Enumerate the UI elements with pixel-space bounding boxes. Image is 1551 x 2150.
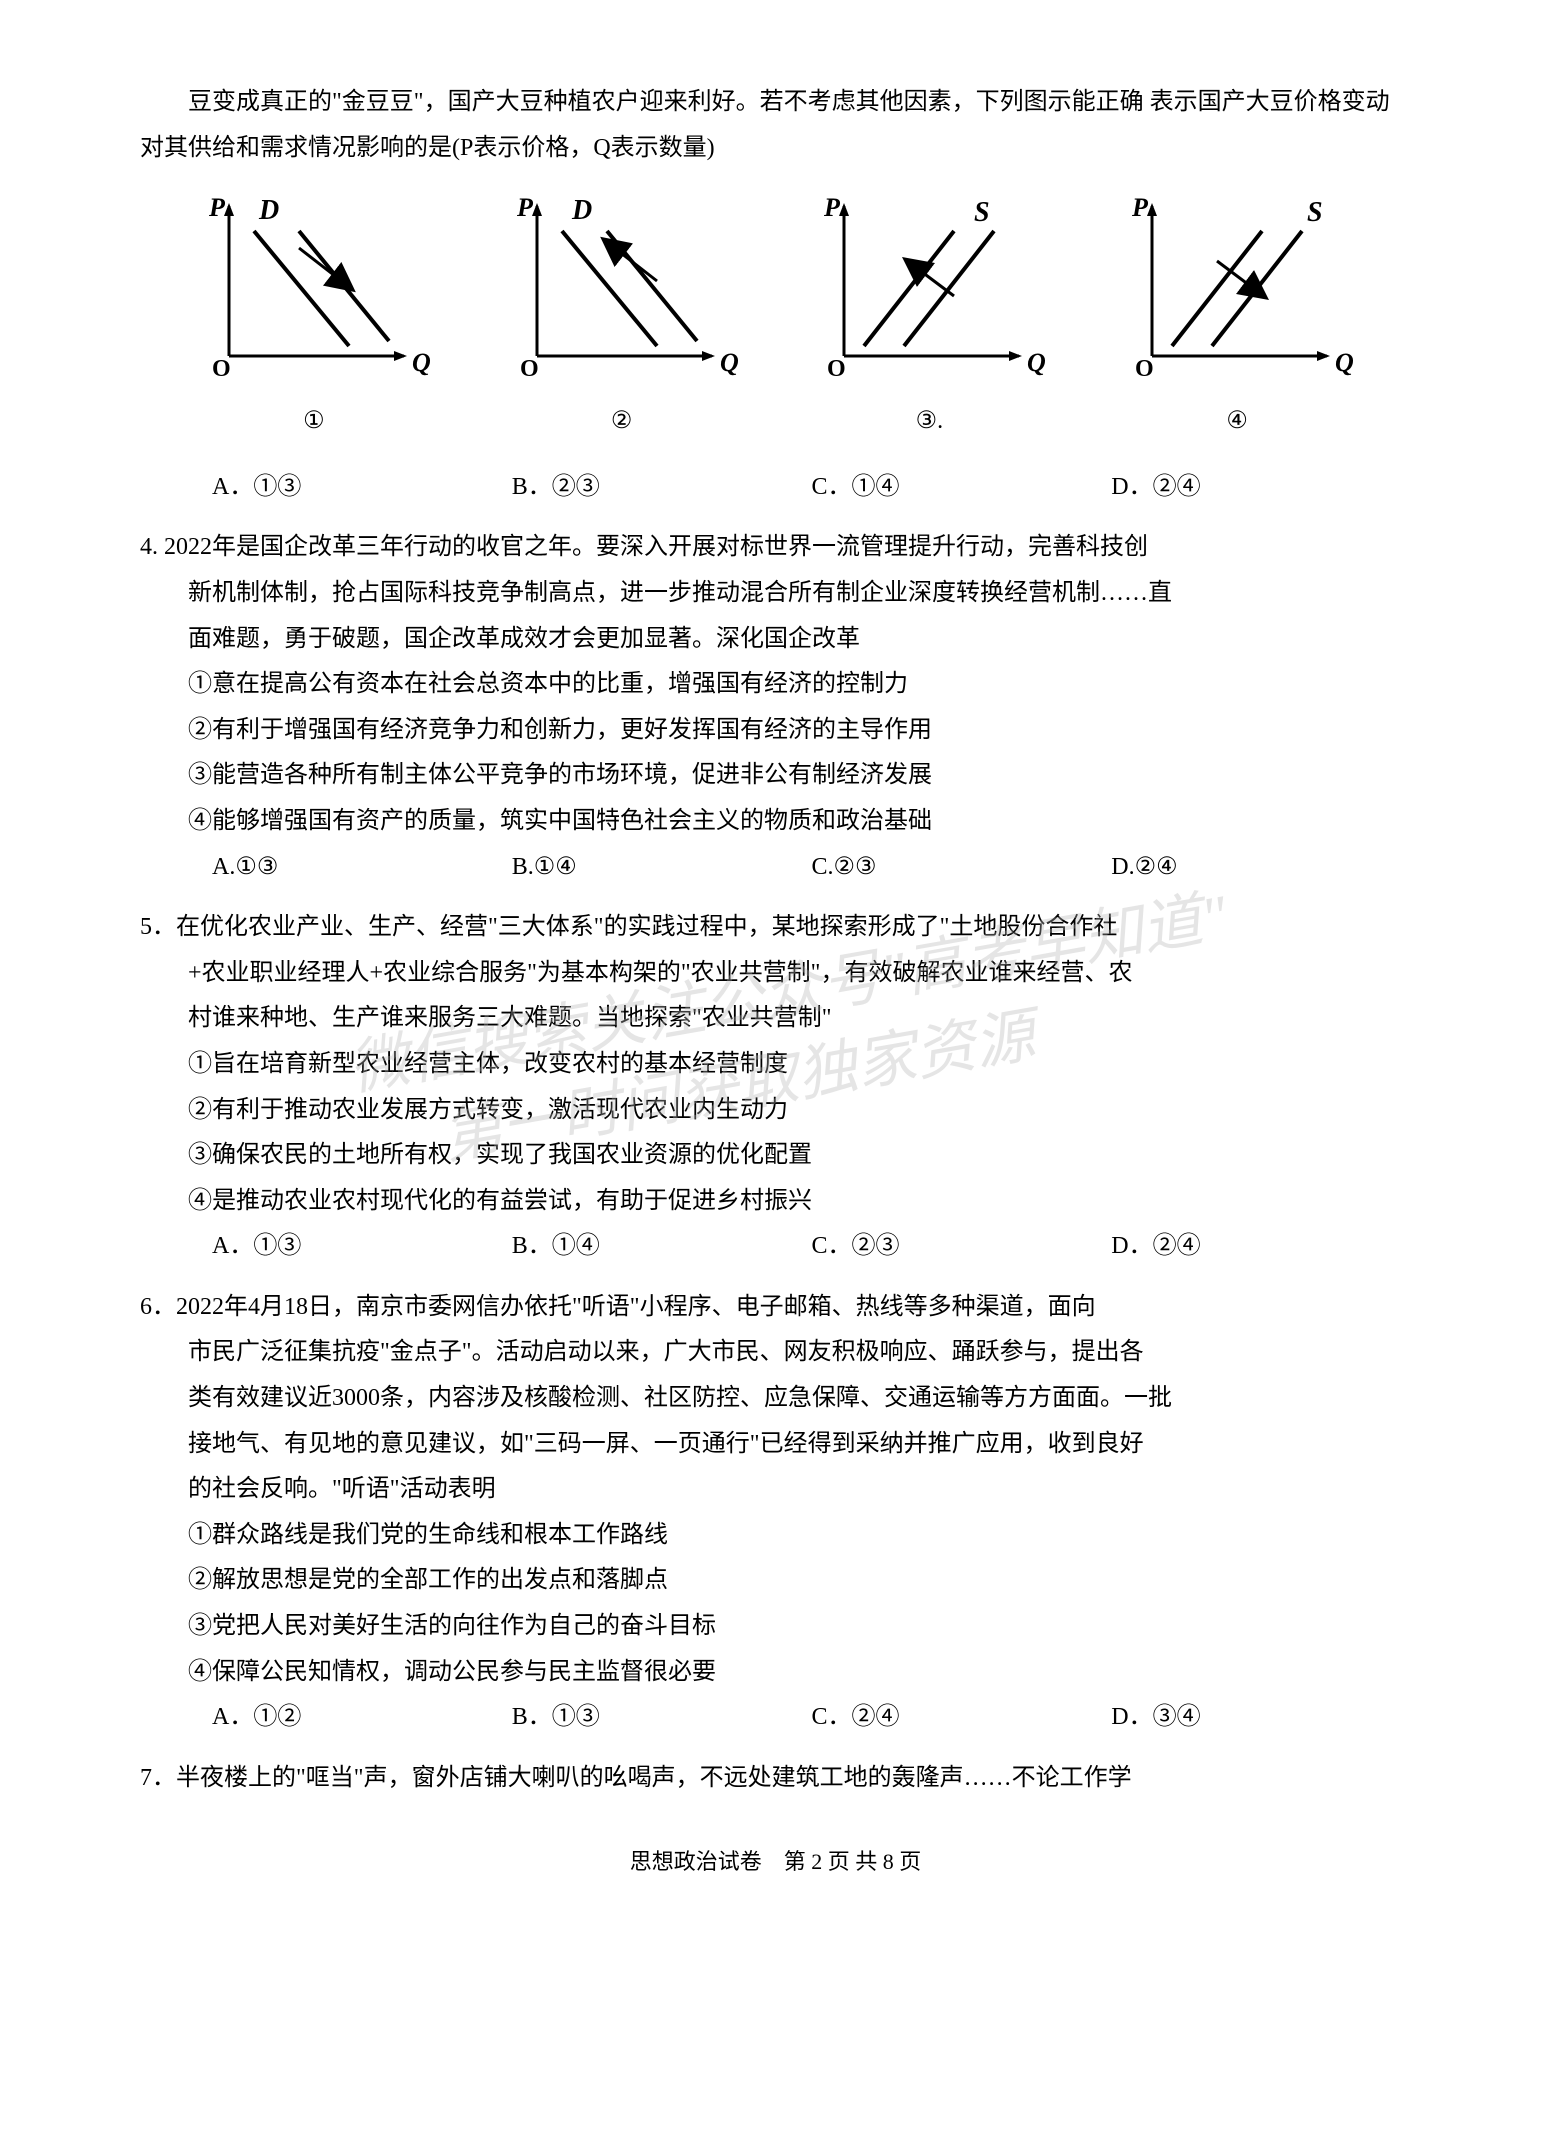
q6-options: A．①② B．①③ C．②④ D．③④ — [140, 1695, 1411, 1741]
chart1-q-label: Q — [412, 348, 431, 377]
q7-text1: 7．半夜楼上的"哐当"声，窗外店铺大喇叭的吆喝声，不远处建筑工地的轰隆声……不论… — [140, 1756, 1411, 1802]
q5-option-a: A．①③ — [212, 1224, 512, 1270]
q5-option-d: D．②④ — [1111, 1224, 1411, 1270]
q6-text1: 6．2022年4月18日，南京市委网信办依托"听语"小程序、电子邮箱、热线等多种… — [140, 1285, 1411, 1331]
q3-option-c: C．①④ — [812, 465, 1112, 511]
q4-option-d: D.②④ — [1111, 845, 1411, 891]
chart-1-svg: P O Q D — [194, 191, 434, 391]
question-7: 7．半夜楼上的"哐当"声，窗外店铺大喇叭的吆喝声，不远处建筑工地的轰隆声……不论… — [140, 1756, 1411, 1802]
q4-item3: ③能营造各种所有制主体公平竞争的市场环境，促进非公有制经济发展 — [140, 753, 1411, 799]
chart4-s-label: S — [1307, 197, 1323, 228]
chart-3-svg: P O Q S — [809, 191, 1049, 391]
chart3-o-label: O — [827, 356, 846, 382]
q3-option-a: A．①③ — [212, 465, 512, 511]
q3-option-b: B．②③ — [512, 465, 812, 511]
page-footer: 思想政治试卷 第 2 页 共 8 页 — [140, 1841, 1411, 1883]
intro-paragraph: 豆变成真正的"金豆豆"，国产大豆种植农户迎来利好。若不考虑其他因素，下列图示能正… — [140, 80, 1411, 171]
q5-text3: 村谁来种地、生产谁来服务三大难题。当地探索"农业共营制" — [140, 996, 1411, 1042]
q3-option-d: D．②④ — [1111, 465, 1411, 511]
q6-option-d: D．③④ — [1111, 1695, 1411, 1741]
chart-3-number: ③. — [916, 399, 944, 445]
question-5: 5．在优化农业产业、生产、经营"三大体系"的实践过程中，某地探索形成了"土地股份… — [140, 905, 1411, 1270]
chart-2: P O Q D ② — [502, 191, 742, 445]
chart2-q-label: Q — [720, 348, 739, 377]
chart4-p-label: P — [1131, 193, 1149, 222]
chart-4: P O Q S ④ — [1117, 191, 1357, 445]
q4-text2: 新机制体制，抢占国际科技竞争制高点，进一步推动混合所有制企业深度转换经营机制……… — [140, 571, 1411, 617]
chart-2-number: ② — [611, 399, 633, 445]
chart-1-number: ① — [303, 399, 325, 445]
q6-option-a: A．①② — [212, 1695, 512, 1741]
q5-item1: ①旨在培育新型农业经营主体，改变农村的基本经营制度 — [140, 1042, 1411, 1088]
q6-option-b: B．①③ — [512, 1695, 812, 1741]
q5-item4: ④是推动农业农村现代化的有益尝试，有助于促进乡村振兴 — [140, 1179, 1411, 1225]
q5-option-b: B．①④ — [512, 1224, 812, 1270]
q6-item4: ④保障公民知情权，调动公民参与民主监督很必要 — [140, 1650, 1411, 1696]
q4-option-c: C.②③ — [812, 845, 1112, 891]
chart3-q-label: Q — [1027, 348, 1046, 377]
chart1-d-label: D — [258, 195, 279, 226]
chart3-p-label: P — [823, 193, 841, 222]
chart2-p-label: P — [516, 193, 534, 222]
q5-options: A．①③ B．①④ C．②③ D．②④ — [140, 1224, 1411, 1270]
chart1-p-label: P — [208, 193, 226, 222]
chart2-o-label: O — [520, 356, 539, 382]
chart4-q-label: Q — [1335, 348, 1354, 377]
chart-1: P O Q D ① — [194, 191, 434, 445]
q4-item2: ②有利于增强国有经济竞争力和创新力，更好发挥国有经济的主导作用 — [140, 708, 1411, 754]
question-6: 6．2022年4月18日，南京市委网信办依托"听语"小程序、电子邮箱、热线等多种… — [140, 1285, 1411, 1741]
q3-options: A．①③ B．②③ C．①④ D．②④ — [140, 465, 1411, 511]
chart-3: P O Q S ③. — [809, 191, 1049, 445]
q6-item1: ①群众路线是我们党的生命线和根本工作路线 — [140, 1513, 1411, 1559]
q6-text3: 类有效建议近3000条，内容涉及核酸检测、社区防控、应急保障、交通运输等方方面面… — [140, 1376, 1411, 1422]
q6-item3: ③党把人民对美好生活的向往作为自己的奋斗目标 — [140, 1604, 1411, 1650]
q4-text1: 4. 2022年是国企改革三年行动的收官之年。要深入开展对标世界一流管理提升行动… — [140, 525, 1411, 571]
chart-4-number: ④ — [1226, 399, 1248, 445]
chart4-o-label: O — [1135, 356, 1154, 382]
q5-item2: ②有利于推动农业发展方式转变，激活现代农业内生动力 — [140, 1088, 1411, 1134]
question-4: 4. 2022年是国企改革三年行动的收官之年。要深入开展对标世界一流管理提升行动… — [140, 525, 1411, 890]
q5-text1: 5．在优化农业产业、生产、经营"三大体系"的实践过程中，某地探索形成了"土地股份… — [140, 905, 1411, 951]
charts-row: P O Q D ① P — [140, 191, 1411, 445]
q6-text5: 的社会反响。"听语"活动表明 — [140, 1467, 1411, 1513]
chart3-s-label: S — [974, 197, 990, 228]
chart2-d-label: D — [571, 195, 592, 226]
chart-2-svg: P O Q D — [502, 191, 742, 391]
chart1-o-label: O — [212, 356, 231, 382]
q5-option-c: C．②③ — [812, 1224, 1112, 1270]
q6-text2: 市民广泛征集抗疫"金点子"。活动启动以来，广大市民、网友积极响应、踊跃参与，提出… — [140, 1330, 1411, 1376]
q4-item4: ④能够增强国有资产的质量，筑实中国特色社会主义的物质和政治基础 — [140, 799, 1411, 845]
chart-4-svg: P O Q S — [1117, 191, 1357, 391]
q5-text2: +农业职业经理人+农业综合服务"为基本构架的"农业共营制"，有效破解农业谁来经营… — [140, 951, 1411, 997]
q6-option-c: C．②④ — [812, 1695, 1112, 1741]
q4-options: A.①③ B.①④ C.②③ D.②④ — [140, 845, 1411, 891]
q4-option-a: A.①③ — [212, 845, 512, 891]
q4-text3: 面难题，勇于破题，国企改革成效才会更加显著。深化国企改革 — [140, 617, 1411, 663]
q6-text4: 接地气、有见地的意见建议，如"三码一屏、一页通行"已经得到采纳并推广应用，收到良… — [140, 1422, 1411, 1468]
q5-item3: ③确保农民的土地所有权，实现了我国农业资源的优化配置 — [140, 1133, 1411, 1179]
intro-line1: 豆变成真正的"金豆豆"，国产大豆种植农户迎来利好。若不考虑其他因素，下列图示能正… — [188, 89, 1144, 115]
q4-item1: ①意在提高公有资本在社会总资本中的比重，增强国有经济的控制力 — [140, 662, 1411, 708]
q6-item2: ②解放思想是党的全部工作的出发点和落脚点 — [140, 1558, 1411, 1604]
q4-option-b: B.①④ — [512, 845, 812, 891]
